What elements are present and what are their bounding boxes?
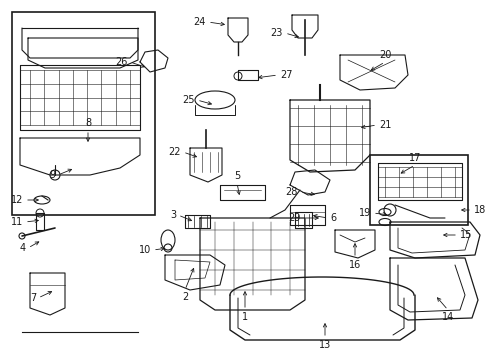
Text: 28: 28 xyxy=(285,187,297,197)
Text: 19: 19 xyxy=(358,208,370,218)
Text: 15: 15 xyxy=(459,230,471,240)
Text: 4: 4 xyxy=(20,243,26,253)
Text: 12: 12 xyxy=(11,195,23,205)
Text: 17: 17 xyxy=(408,153,420,163)
Text: 3: 3 xyxy=(169,210,176,220)
Text: 24: 24 xyxy=(193,17,205,27)
Text: 25: 25 xyxy=(182,95,195,105)
Text: 1: 1 xyxy=(242,312,247,322)
Text: 8: 8 xyxy=(85,118,91,128)
Text: 29: 29 xyxy=(288,213,301,223)
Text: 11: 11 xyxy=(11,217,23,227)
Text: 10: 10 xyxy=(139,245,151,255)
Text: 14: 14 xyxy=(441,312,453,322)
Text: 27: 27 xyxy=(280,70,292,80)
Text: 23: 23 xyxy=(270,28,283,38)
Text: 16: 16 xyxy=(348,260,360,270)
Text: 6: 6 xyxy=(329,213,335,223)
Text: 22: 22 xyxy=(168,147,181,157)
Bar xyxy=(369,155,467,225)
Text: 5: 5 xyxy=(233,171,240,181)
Text: 7: 7 xyxy=(30,293,36,303)
Text: 2: 2 xyxy=(182,292,188,302)
Text: 18: 18 xyxy=(473,205,485,215)
Text: 21: 21 xyxy=(378,120,390,130)
Bar xyxy=(12,12,155,215)
Text: 20: 20 xyxy=(378,50,390,60)
Text: 13: 13 xyxy=(318,340,330,350)
Text: 26: 26 xyxy=(115,57,128,67)
Text: 9: 9 xyxy=(50,170,56,180)
